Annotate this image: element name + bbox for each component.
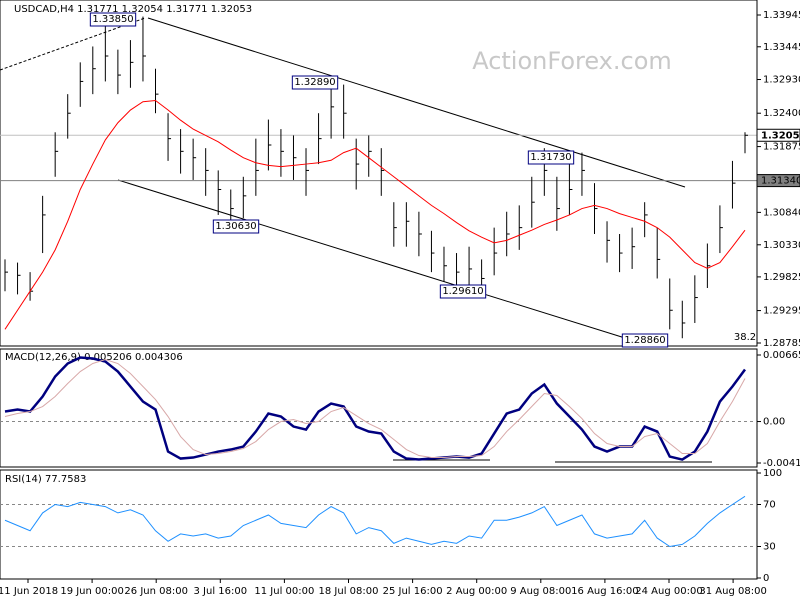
annotation-box <box>527 150 575 165</box>
y-tick-label: 0.00 <box>763 417 785 428</box>
x-tick-label: 11 Jul 00:00 <box>254 586 314 597</box>
y-tick-label: 1.31875 <box>763 142 800 153</box>
y-tick-label: 0 <box>763 573 769 584</box>
annotation-box <box>212 219 260 234</box>
y-tick-label: 1.32930 <box>763 75 800 86</box>
x-tick-label: 26 Jun 08:00 <box>124 586 188 597</box>
price-annotation: 1.33850 <box>92 14 133 25</box>
watermark: ActionForex.com <box>472 47 672 75</box>
channel-upper <box>147 17 686 188</box>
level-tag <box>756 128 800 142</box>
annotation-box <box>621 333 669 348</box>
indicator-line <box>4 358 746 459</box>
y-tick-label: 30 <box>763 542 776 553</box>
y-tick-label: 1.29825 <box>763 272 800 283</box>
annotation-box <box>89 12 137 27</box>
channel-lower <box>117 179 626 339</box>
chart-title: USDCAD,H4 1.31771 1.32054 1.31771 1.3205… <box>14 4 252 15</box>
x-tick-label: 3 Jul 16:00 <box>193 586 247 597</box>
indicator-line <box>4 356 747 461</box>
x-tick-label: 31 Aug 08:00 <box>699 586 766 597</box>
price-annotation: 38.2 <box>734 332 756 343</box>
y-tick-label: 70 <box>763 500 776 511</box>
y-tick-label: 1.28785 <box>763 338 800 349</box>
y-tick-label: 1.33945 <box>763 10 800 21</box>
moving-average <box>4 99 746 330</box>
price-annotation: 1.30630 <box>215 221 256 232</box>
price-annotation: 1.32890 <box>294 77 335 88</box>
macd-panel <box>0 348 758 468</box>
level-label: 1.32053 <box>761 130 800 141</box>
x-tick-label: 2 Aug 00:00 <box>446 586 507 597</box>
y-tick-label: 1.33445 <box>763 42 800 53</box>
price-panel <box>0 0 758 347</box>
price-annotation: 1.28860 <box>624 335 665 346</box>
y-tick-label: 1.29295 <box>763 306 800 317</box>
rsi-title: RSI(14) 77.7583 <box>5 474 86 485</box>
y-tick-label: 1.30840 <box>763 207 800 218</box>
x-tick-label: 11 Jun 2018 <box>0 586 58 597</box>
x-tick-label: 18 Jul 08:00 <box>319 586 379 597</box>
trend-line <box>0 17 146 71</box>
x-tick-label: 24 Aug 00:00 <box>635 586 702 597</box>
indicator-line <box>4 495 746 548</box>
x-tick-label: 19 Jun 00:00 <box>60 586 124 597</box>
price-annotation: 1.31730 <box>530 152 571 163</box>
x-tick-label: 9 Aug 08:00 <box>510 586 571 597</box>
x-tick-label: 25 Jul 16:00 <box>383 586 443 597</box>
y-tick-label: 1.30330 <box>763 240 800 251</box>
y-tick-label: 0.006651 <box>763 350 800 361</box>
x-tick-label: 16 Aug 16:00 <box>571 586 638 597</box>
annotation-box <box>291 75 339 90</box>
price-annotation: 1.29610 <box>442 286 483 297</box>
rsi-panel <box>0 469 758 580</box>
y-tick-label: -0.004145 <box>763 458 800 469</box>
y-tick-label: 100 <box>763 468 782 479</box>
level-tag <box>756 174 800 188</box>
level-label: 1.31340 <box>761 176 800 187</box>
y-tick-label: 1.32400 <box>763 108 800 119</box>
annotation-box <box>439 284 487 299</box>
